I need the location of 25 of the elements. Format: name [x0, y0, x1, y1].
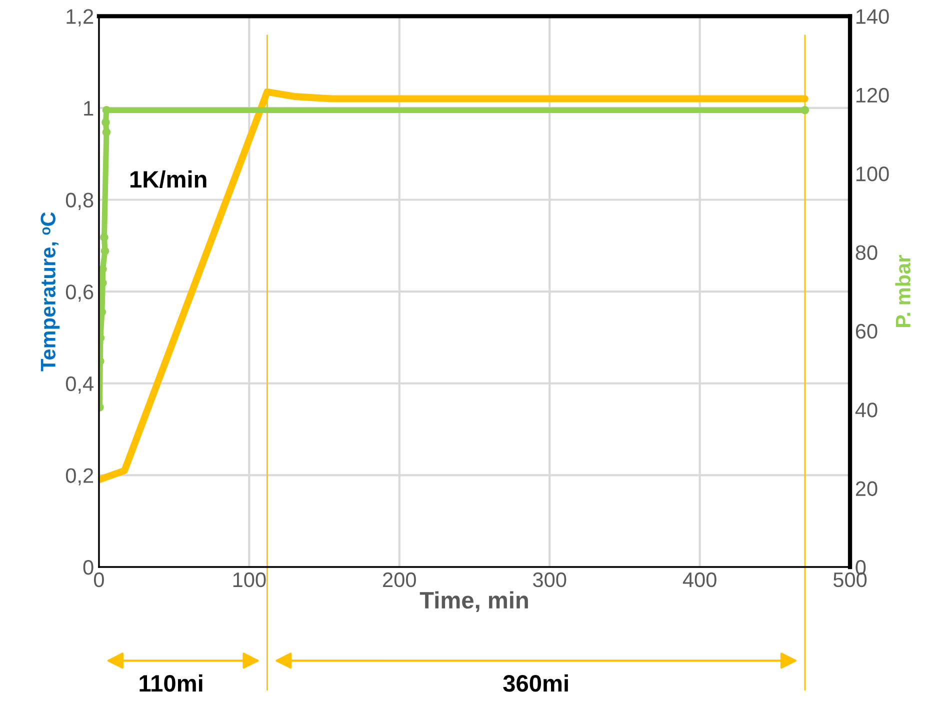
y2-tick-label: 80 [856, 245, 878, 260]
text: 360mi [503, 674, 568, 692]
y2-axis-title: P. mbar [895, 255, 910, 328]
y2-tick-label: 120 [856, 88, 889, 103]
x-tick-label: 300 [533, 572, 566, 588]
y2-tick-label: 100 [856, 166, 889, 182]
y-tick-label: 0,8 [66, 192, 94, 210]
y-tick-label: 1,2 [66, 9, 94, 26]
x-tick-label: 400 [682, 572, 716, 588]
y-tick-label: 0,2 [66, 468, 94, 486]
annotation: 1K/min [130, 170, 206, 188]
x-tick-label: 0 [94, 572, 104, 588]
y-tick-label: 0 [83, 560, 94, 575]
y2-tick-label: 40 [855, 402, 878, 418]
text: 110mi [140, 674, 202, 692]
y2-tick-label: 140 [856, 9, 889, 24]
x-tick-label: 100 [233, 572, 266, 588]
y2-tick-label: 60 [856, 324, 878, 339]
y-tick-label: 0,4 [66, 376, 94, 394]
x-tick-label: 200 [383, 572, 416, 588]
y-axis-title: Temperature, ᵒC [40, 212, 60, 372]
x-axis-title: Time, min [420, 591, 528, 612]
y2-tick-label: 20 [856, 481, 878, 496]
y-tick-label: 0,6 [66, 284, 94, 302]
y-tick-label: 1 [84, 101, 94, 116]
